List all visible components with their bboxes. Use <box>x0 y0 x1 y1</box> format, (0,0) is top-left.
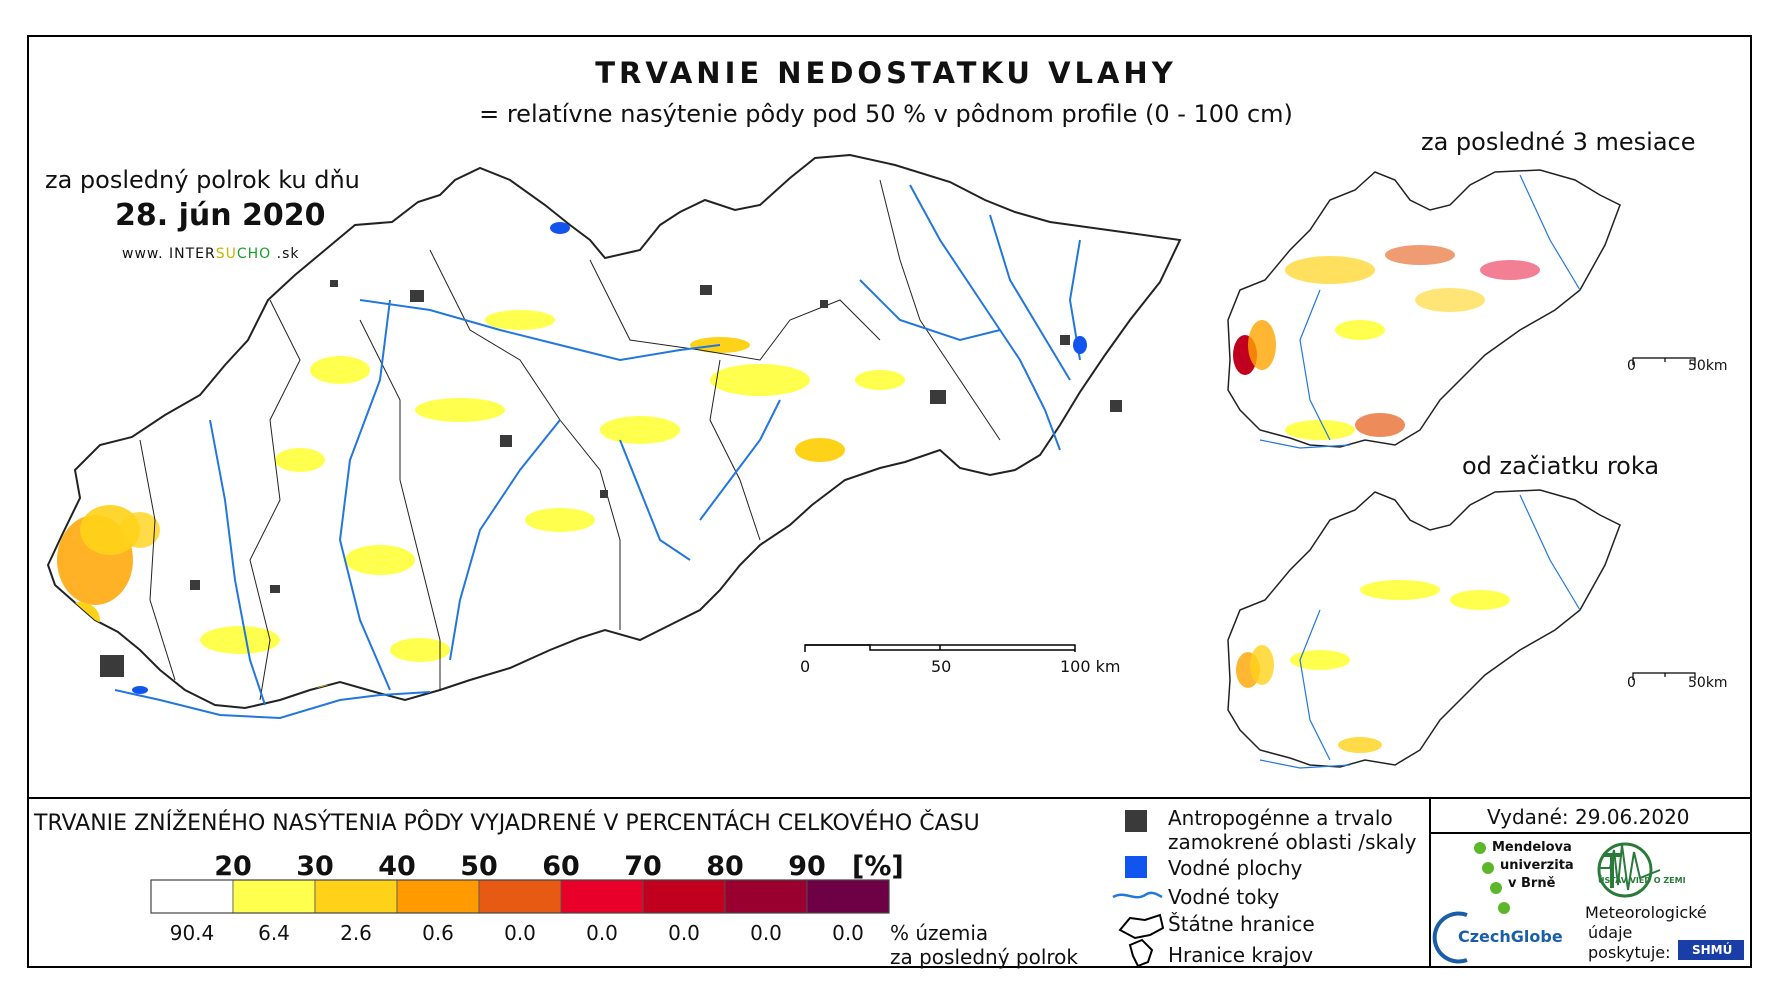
main-rivers <box>114 184 1081 720</box>
colorbar-class-3 <box>396 879 480 914</box>
water-bodies <box>132 222 1087 694</box>
czechglobe-logo <box>1432 911 1468 964</box>
shmu-logo <box>1678 940 1744 960</box>
inset-year-title: od začiatku roka <box>1462 452 1660 480</box>
meteo-text-3: poskytuje: <box>1588 943 1671 962</box>
main-scale-0: 0 <box>800 657 811 676</box>
threshold-label: 30 <box>296 851 334 882</box>
colorbar-class-8 <box>806 879 890 914</box>
threshold-label: 20 <box>214 851 252 882</box>
mendel-logo <box>1474 842 1510 914</box>
area-caption-line2: za posledný polrok <box>890 945 1078 969</box>
state-border-label: Štátne hranice <box>1168 912 1315 936</box>
threshold-label: 50 <box>460 851 498 882</box>
threshold-label: 80 <box>706 851 744 882</box>
area-caption-line1: % územia <box>890 921 989 945</box>
map-subtitle: = relatívne nasýtenie pôdy pod 50 % v pô… <box>479 100 1293 128</box>
legend-unit: [%] <box>852 851 904 882</box>
threshold-label: 70 <box>624 851 662 882</box>
river-swatch <box>1112 891 1163 899</box>
inset-year-patches <box>1236 580 1510 753</box>
map-title: TRVANIE NEDOSTATKU VLAHY <box>595 56 1177 90</box>
colorbar-class-7 <box>724 879 808 914</box>
anthropogenic-areas <box>100 280 1122 677</box>
slovakia-inset-year <box>1227 489 1621 768</box>
colorbar-class-4 <box>478 879 562 914</box>
inset1-scale-0: 0 <box>1627 358 1636 374</box>
area-percent-value: 90.4 <box>169 921 215 945</box>
water-swatch <box>1125 856 1147 878</box>
meteo-text-1: Meteorologické <box>1585 903 1707 922</box>
map-frame <box>27 35 1752 968</box>
inset-3months-patches <box>1233 245 1540 440</box>
mendel-text-2: univerzita <box>1500 858 1574 873</box>
region-border-swatch <box>1128 938 1154 968</box>
issued-date: Vydané: 29.06.2020 <box>1487 805 1690 829</box>
ustav-text: ÚSTAV VIED O ZEMI <box>1598 876 1686 885</box>
colorbar-class-5 <box>560 879 644 914</box>
state-border-swatch <box>1118 913 1165 940</box>
website-su: SU <box>215 246 237 262</box>
rivers-label: Vodné toky <box>1168 885 1280 909</box>
inset-3months-rivers <box>1259 174 1581 449</box>
colorbar-class-0 <box>150 879 234 914</box>
slovakia-inset-3months <box>1227 169 1621 448</box>
czechglobe-text: CzechGlobe <box>1458 927 1563 946</box>
area-percent-value: 6.4 <box>258 921 290 945</box>
colorbar-class-1 <box>232 879 316 914</box>
region-border-label: Hranice krajov <box>1168 943 1314 967</box>
colorbar-frame <box>150 879 890 914</box>
inset2-scale-0: 0 <box>1627 675 1636 691</box>
threshold-label: 60 <box>542 851 580 882</box>
main-scale-100: 100 km <box>1060 657 1121 676</box>
issued-divider <box>1429 832 1752 834</box>
area-percent-value: 0.6 <box>422 921 454 945</box>
anthropogenic-swatch <box>1125 810 1147 832</box>
dryness-patches <box>57 310 905 708</box>
mendel-text-3: v Brně <box>1508 876 1556 891</box>
ustav-logo <box>1597 842 1661 898</box>
inset-3months-scalebar <box>1632 357 1696 365</box>
area-percent-value: 2.6 <box>340 921 372 945</box>
region-borders <box>139 179 1001 701</box>
website-cho: CHO <box>236 246 272 262</box>
map-date: 28. jún 2020 <box>115 198 326 233</box>
area-percent-value: 0.0 <box>668 921 700 945</box>
area-percent-value: 0.0 <box>504 921 536 945</box>
inset-year-scalebar <box>1632 672 1696 680</box>
area-percent-value: 0.0 <box>832 921 864 945</box>
threshold-label: 40 <box>378 851 416 882</box>
meteo-text-2: údaje <box>1588 923 1633 942</box>
shmu-text: SHMÚ <box>1692 943 1733 957</box>
main-scalebar <box>804 644 1076 652</box>
area-percent-value: 0.0 <box>750 921 782 945</box>
colorbar-class-2 <box>314 879 398 914</box>
website-label[interactable]: www. INTERSUCHO .sk <box>122 246 299 262</box>
legend-colorbar <box>150 879 890 914</box>
anthropogenic-label-1: Antropogénne a trvalo <box>1168 806 1393 830</box>
anthropogenic-label-2: zamokrené oblasti /skaly <box>1168 830 1417 854</box>
website-prefix: www. INTER <box>122 246 216 262</box>
inset-3months-title: za posledné 3 mesiace <box>1421 128 1696 156</box>
inset2-scale-50: 50km <box>1688 675 1728 691</box>
threshold-label: 90 <box>788 851 826 882</box>
water-bodies-label: Vodné plochy <box>1168 856 1303 880</box>
mendel-text-1: Mendelova <box>1492 840 1572 855</box>
inset1-scale-50: 50km <box>1688 358 1728 374</box>
legend-divider <box>27 797 1752 799</box>
period-label: za posledný polrok ku dňu <box>45 166 360 194</box>
inset-year-rivers <box>1259 494 1581 769</box>
website-suffix: .sk <box>271 246 300 262</box>
footer-divider <box>1429 797 1431 968</box>
colorbar-class-6 <box>642 879 726 914</box>
legend-title: TRVANIE ZNÍŽENÉHO NASÝTENIA PÔDY VYJADRE… <box>34 811 980 836</box>
main-scale-50: 50 <box>931 657 952 676</box>
area-percent-value: 0.0 <box>586 921 618 945</box>
